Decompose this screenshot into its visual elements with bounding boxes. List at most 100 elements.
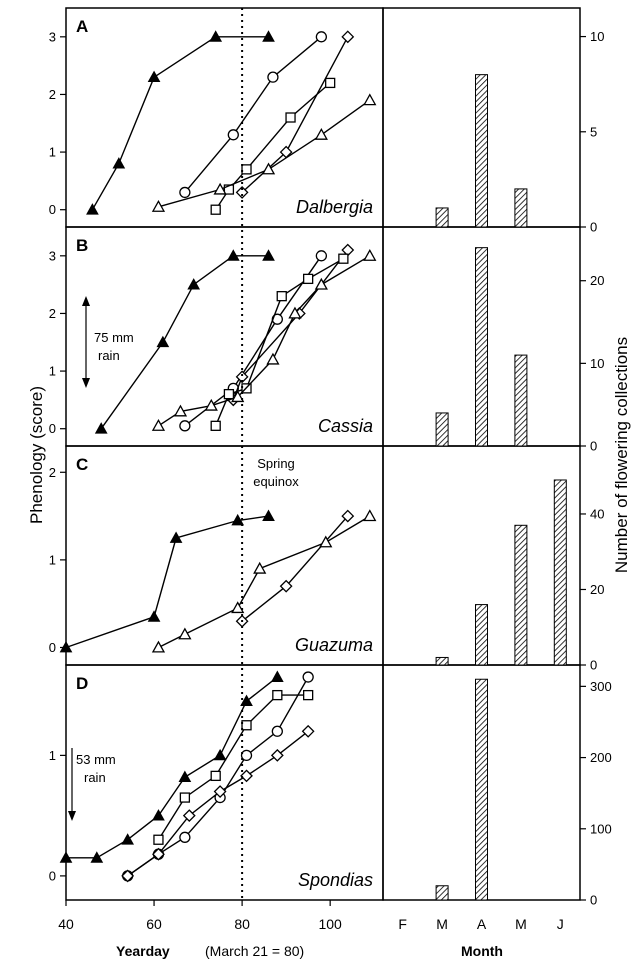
triangle-point: [314, 127, 328, 140]
month-tick-label: J: [557, 916, 564, 932]
right-y-tick-label: 40: [590, 506, 604, 521]
equinox-line-2: equinox: [253, 474, 299, 489]
filled-triangle-point: [226, 249, 240, 261]
month-axis-title: Month: [461, 943, 503, 959]
triangle-point: [253, 561, 267, 574]
filled-triangle-point: [262, 30, 275, 42]
triangle-point: [231, 390, 245, 403]
right-y-tick-label: 10: [590, 29, 604, 44]
circle-point: [240, 749, 253, 762]
genus-label-b: Cassia: [318, 416, 373, 436]
triangle-point: [363, 248, 377, 261]
month-tick-label: A: [477, 916, 487, 932]
filled-triangle-point: [213, 748, 227, 761]
circle-point: [227, 129, 239, 141]
triangle-point: [151, 640, 166, 653]
flowering-bar: [475, 74, 488, 228]
triangle-point: [266, 352, 280, 365]
flowering-bar: [435, 207, 449, 228]
right-y-tick-label: 0: [590, 220, 597, 235]
rain-annotation-d: 53 mm rain: [68, 748, 116, 821]
y-tick-label: 1: [49, 552, 56, 567]
diamond-point: [235, 370, 249, 384]
filled-triangle-point: [240, 694, 253, 707]
line-panels: 0 1 2 3 0 1 2 3 0 1 2 0 1: [49, 29, 377, 883]
square-point: [241, 720, 252, 731]
rain-b-line-2: rain: [98, 348, 120, 363]
square-point: [325, 77, 336, 89]
circle-point: [315, 31, 328, 43]
y-tick-label: 0: [49, 202, 56, 217]
series-line: [184, 255, 322, 427]
filled-triangle-point: [209, 30, 223, 42]
bar-panel-a: 0 5 10: [435, 29, 604, 235]
filled-triangle-point: [59, 851, 73, 863]
square-point: [210, 770, 221, 782]
right-y-tick-label: 300: [590, 679, 612, 694]
series-a-triangle: [151, 93, 377, 212]
x-tick-label: 40: [58, 916, 74, 932]
y-tick-label: 0: [49, 421, 56, 436]
right-y-tick-label: 20: [590, 582, 604, 597]
circle-point: [271, 725, 283, 737]
month-tick-label: F: [398, 916, 407, 932]
diamond-point: [121, 869, 135, 883]
filled-triangle-point: [156, 335, 170, 348]
diamond-point: [301, 724, 315, 738]
triangle-point: [314, 277, 328, 290]
series-line: [215, 258, 344, 427]
x-tick-label: 100: [318, 916, 342, 932]
filled-triangle-point: [90, 851, 104, 863]
flowering-bar: [475, 247, 488, 447]
flowering-bar: [435, 412, 449, 447]
filled-triangle-point: [178, 770, 192, 782]
y-axis-left-title: Phenology (score): [27, 386, 46, 524]
panel-letter-b: B: [76, 236, 88, 255]
month-tick-label: M: [436, 916, 448, 932]
triangle-point: [173, 404, 188, 417]
right-y-tick-label: 100: [590, 821, 612, 836]
filled-triangle-point: [59, 640, 73, 653]
diamond-point: [270, 748, 284, 762]
right-y-tick-label: 5: [590, 124, 597, 139]
triangle-point: [178, 627, 192, 640]
diamond-point: [279, 579, 293, 593]
panel-letter-d: D: [76, 674, 88, 693]
bar-panel-b: 0 10 20: [435, 247, 604, 454]
diamond-point: [341, 30, 355, 44]
flowering-bar: [435, 656, 449, 666]
series-a-diamond: [235, 30, 355, 199]
diamond-point: [213, 785, 227, 798]
flowering-bar: [475, 678, 488, 901]
triangle-point: [204, 398, 218, 411]
x-axis-title: Yearday: [116, 943, 170, 959]
circle-point: [315, 250, 328, 262]
right-y-tick-label: 0: [590, 893, 597, 908]
flowering-bar: [514, 188, 528, 228]
right-y-tick-label: 0: [590, 658, 597, 673]
month-tick-label: M: [515, 916, 527, 932]
y-tick-label: 1: [49, 364, 56, 379]
flowering-bar: [475, 604, 488, 666]
equinox-line-1: Spring: [257, 456, 295, 471]
circle-point: [179, 831, 191, 843]
series-c-diamond: [235, 509, 355, 628]
genus-label-a: Dalbergia: [296, 197, 373, 217]
square-point: [285, 112, 296, 123]
filled-triangle-point: [112, 157, 126, 169]
flowering-bar: [553, 479, 567, 666]
flowering-bar: [514, 524, 528, 666]
filled-triangle-point: [86, 203, 99, 215]
line-panel-c-frame: [65, 445, 384, 666]
bar-panel-c: 0 20 40: [435, 479, 604, 673]
y-tick-label: 0: [49, 640, 56, 655]
filled-triangle-point: [94, 422, 108, 434]
series-d-diamond: [121, 724, 315, 883]
genus-label-c: Guazuma: [295, 635, 373, 655]
square-point: [210, 204, 221, 215]
line-panel-a: 0 1 2 3: [49, 29, 377, 217]
equinox-annotation: Spring equinox: [253, 456, 299, 489]
filled-triangle-point: [262, 249, 275, 261]
